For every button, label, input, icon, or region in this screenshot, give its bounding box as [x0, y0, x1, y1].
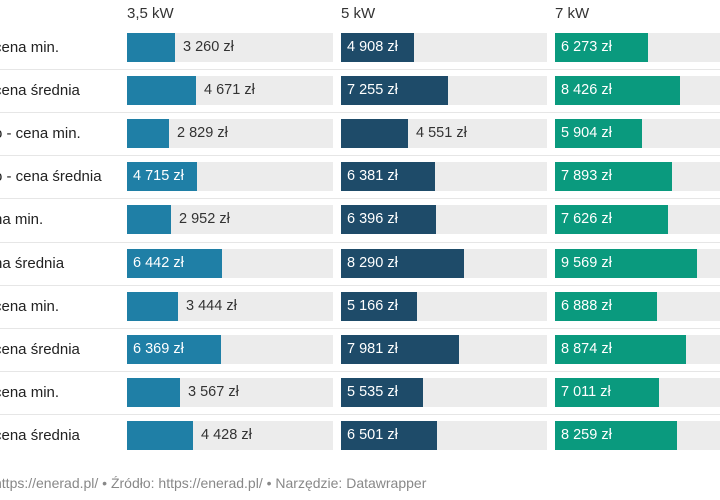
value-label: 6 888 zł: [561, 298, 612, 314]
bar: [127, 378, 180, 407]
category-label: cena min.: [0, 39, 60, 56]
bar: [127, 335, 221, 364]
category-label: cena min.: [0, 298, 60, 315]
value-label: 3 567 zł: [188, 384, 239, 400]
bar: [341, 205, 436, 234]
bar: [341, 119, 408, 148]
value-label: 7 255 zł: [347, 82, 398, 98]
bar: [341, 335, 459, 364]
value-label: 8 290 zł: [347, 255, 398, 271]
column-header: 5 kW: [341, 5, 376, 22]
bar: [127, 292, 178, 321]
value-label: 5 904 zł: [561, 125, 612, 141]
value-label: 9 569 zł: [561, 255, 612, 271]
value-label: 6 501 zł: [347, 427, 398, 443]
value-label: 6 273 zł: [561, 39, 612, 55]
bar: [341, 292, 417, 321]
row-separator: [0, 371, 720, 372]
row-separator: [0, 69, 720, 70]
value-label: 4 908 zł: [347, 39, 398, 55]
value-label: 8 426 zł: [561, 82, 612, 98]
value-label: 8 874 zł: [561, 341, 612, 357]
row-separator: [0, 328, 720, 329]
bar: [555, 205, 668, 234]
column-header: 7 kW: [555, 5, 590, 22]
value-label: 4 551 zł: [416, 125, 467, 141]
bar: [127, 76, 196, 105]
row-separator: [0, 285, 720, 286]
bar: [555, 249, 697, 278]
value-label: 3 260 zł: [183, 39, 234, 55]
value-label: 7 011 zł: [561, 384, 611, 400]
bar: [555, 378, 659, 407]
category-label: cena średnia: [0, 82, 80, 99]
category-label: cena średnia: [0, 341, 80, 358]
value-label: 5 166 zł: [347, 298, 398, 314]
bar: [127, 162, 197, 191]
bar: [127, 249, 222, 278]
bar: [341, 421, 437, 450]
bar: [555, 335, 686, 364]
value-label: 3 444 zł: [186, 298, 237, 314]
value-label: 5 535 zł: [347, 384, 398, 400]
value-label: 6 369 zł: [133, 341, 184, 357]
bar: [341, 33, 414, 62]
bar: [555, 76, 680, 105]
source-footer: https://enerad.pl/ • Źródło: https://ene…: [0, 475, 427, 491]
row-separator: [0, 198, 720, 199]
row-separator: [0, 112, 720, 113]
bar: [555, 292, 657, 321]
bar: [341, 76, 448, 105]
value-label: 2 952 zł: [179, 211, 230, 227]
row-separator: [0, 242, 720, 243]
value-label: 4 428 zł: [201, 427, 252, 443]
bar: [555, 421, 677, 450]
bar: [341, 162, 435, 191]
bar: [127, 421, 193, 450]
bar: [127, 33, 175, 62]
value-label: 8 259 zł: [561, 427, 612, 443]
value-label: 6 396 zł: [347, 211, 398, 227]
bar: [341, 249, 464, 278]
row-separator: [0, 155, 720, 156]
column-header: 3,5 kW: [127, 5, 174, 22]
category-label: o - cena min.: [0, 125, 81, 142]
bar: [555, 33, 648, 62]
category-label: na średnia: [0, 255, 65, 272]
bar: [127, 205, 171, 234]
category-label: cena min.: [0, 384, 60, 401]
category-label: o - cena średnia: [0, 168, 102, 185]
value-label: 7 981 zł: [347, 341, 398, 357]
bar: [341, 378, 423, 407]
category-label: cena średnia: [0, 427, 80, 444]
value-label: 2 829 zł: [177, 125, 228, 141]
bar: [127, 119, 169, 148]
value-label: 6 381 zł: [347, 168, 398, 184]
value-label: 7 893 zł: [561, 168, 612, 184]
row-separator: [0, 414, 720, 415]
value-label: 4 715 zł: [133, 168, 184, 184]
category-label: na min.: [0, 211, 44, 228]
bar: [555, 162, 672, 191]
value-label: 7 626 zł: [561, 211, 612, 227]
value-label: 6 442 zł: [133, 255, 184, 271]
bar: [555, 119, 642, 148]
value-label: 4 671 zł: [204, 82, 255, 98]
